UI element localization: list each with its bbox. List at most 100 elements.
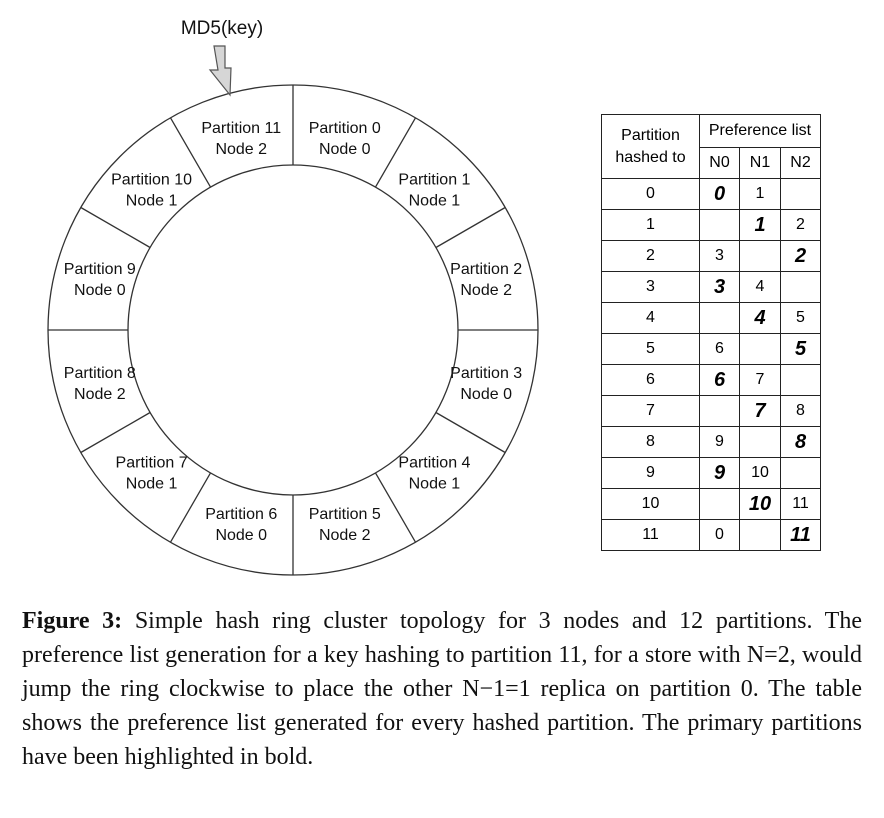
- preference-cell-n1: 10: [739, 457, 781, 489]
- table-row: 10 10 11: [601, 488, 821, 520]
- preference-cell-n0: 9: [699, 457, 740, 489]
- ring-segment-divider: [169, 117, 212, 188]
- hashed-partition-cell: 2: [601, 240, 700, 272]
- preference-cell-n1: [739, 519, 781, 551]
- hashed-partition-cell: 3: [601, 271, 700, 303]
- node-label: Node 2: [74, 386, 126, 403]
- preference-cell-n0: [699, 209, 740, 241]
- partition-label: Partition 1: [398, 172, 470, 189]
- ring-partition-10: Partition 10 Node 1: [111, 172, 192, 210]
- header-preference-list: Preference list: [699, 114, 821, 148]
- partition-label: Partition 4: [398, 454, 470, 471]
- node-label: Node 0: [319, 141, 371, 158]
- node-label: Node 0: [215, 527, 267, 544]
- caption-text: Simple hash ring cluster topology for 3 …: [22, 608, 862, 770]
- header-partition-line1: Partition: [621, 126, 680, 144]
- preference-cell-n0: 0: [699, 519, 740, 551]
- ring-partition-2: Partition 2 Node 2: [450, 261, 522, 299]
- preference-cell-n1: 7: [739, 395, 781, 427]
- ring-segment-divider: [374, 472, 417, 543]
- ring-inner-circle: [127, 164, 459, 496]
- figure-caption: Figure 3: Simple hash ring cluster topol…: [22, 604, 862, 774]
- preference-cell-n1: [739, 426, 781, 458]
- ring-partition-8: Partition 8 Node 2: [64, 365, 136, 403]
- header-partition-hashed: Partition hashed to: [601, 114, 700, 179]
- partition-label: Partition 7: [116, 454, 188, 471]
- hashed-partition-cell: 1: [601, 209, 700, 241]
- preference-cell-n0: 0: [699, 178, 740, 210]
- partition-label: Partition 0: [309, 120, 381, 137]
- preference-cell-n2: 5: [780, 302, 821, 334]
- partition-label: Partition 6: [205, 506, 277, 523]
- preference-cell-n0: 6: [699, 333, 740, 365]
- node-label: Node 1: [126, 475, 178, 492]
- node-label: Node 2: [215, 141, 267, 158]
- preference-cell-n1: 7: [739, 364, 781, 396]
- preference-cell-n2: 2: [780, 209, 821, 241]
- preference-list-table: Partition hashed to Preference list N0 N…: [601, 114, 821, 551]
- node-label: Node 1: [126, 193, 178, 210]
- preference-cell-n0: [699, 395, 740, 427]
- hashed-partition-cell: 6: [601, 364, 700, 396]
- preference-cell-n0: 3: [699, 271, 740, 303]
- ring-partition-0: Partition 0 Node 0: [309, 120, 381, 158]
- ring-partition-7: Partition 7 Node 1: [116, 454, 188, 492]
- ring-segment-divider: [435, 206, 506, 249]
- preference-cell-n2: 5: [780, 333, 821, 365]
- hashed-partition-cell: 4: [601, 302, 700, 334]
- ring-partition-5: Partition 5 Node 2: [309, 506, 381, 544]
- ring-segment-divider: [169, 472, 212, 543]
- hashed-partition-cell: 11: [601, 519, 700, 551]
- partition-label: Partition 2: [450, 261, 522, 278]
- preference-cell-n2: 2: [780, 240, 821, 272]
- header-partition-line2: hashed to: [615, 148, 686, 166]
- preference-cell-n2: 11: [780, 488, 821, 520]
- node-label: Node 2: [460, 282, 512, 299]
- preference-cell-n0: 3: [699, 240, 740, 272]
- node-label: Node 0: [74, 282, 126, 299]
- hashed-partition-cell: 7: [601, 395, 700, 427]
- preference-cell-n0: 9: [699, 426, 740, 458]
- preference-cell-n1: 1: [739, 178, 781, 210]
- hashed-partition-cell: 10: [601, 488, 700, 520]
- partition-label: Partition 11: [201, 120, 281, 137]
- ring-partition-11: Partition 11 Node 2: [201, 120, 281, 158]
- md5-key-label: MD5(key): [181, 18, 263, 39]
- column-header-n2: N2: [780, 147, 821, 179]
- preference-cell-n2: [780, 364, 821, 396]
- node-label: Node 1: [409, 193, 461, 210]
- preference-cell-n1: 10: [739, 488, 781, 520]
- preference-cell-n0: [699, 488, 740, 520]
- ring-partition-6: Partition 6 Node 0: [205, 506, 277, 544]
- ring-segment-divider: [80, 206, 151, 249]
- partition-label: Partition 3: [450, 365, 522, 382]
- hashed-partition-cell: 9: [601, 457, 700, 489]
- ring-segment-divider: [80, 411, 151, 454]
- ring-segment-divider: [435, 411, 506, 454]
- node-label: Node 0: [460, 386, 512, 403]
- preference-cell-n2: [780, 457, 821, 489]
- preference-cell-n2: [780, 271, 821, 303]
- preference-cell-n1: 1: [739, 209, 781, 241]
- column-header-n0: N0: [699, 147, 740, 179]
- table-row: 9 9 10: [601, 457, 821, 489]
- preference-cell-n1: [739, 333, 781, 365]
- preference-cell-n2: 11: [780, 519, 821, 551]
- hashed-partition-cell: 5: [601, 333, 700, 365]
- md5-key-arrow-icon: [208, 45, 232, 97]
- hashed-partition-cell: 0: [601, 178, 700, 210]
- partition-label: Partition 8: [64, 365, 136, 382]
- preference-cell-n2: 8: [780, 395, 821, 427]
- ring-partition-4: Partition 4 Node 1: [398, 454, 470, 492]
- node-label: Node 1: [409, 475, 461, 492]
- partition-label: Partition 5: [309, 506, 381, 523]
- ring-segment-divider: [374, 117, 417, 188]
